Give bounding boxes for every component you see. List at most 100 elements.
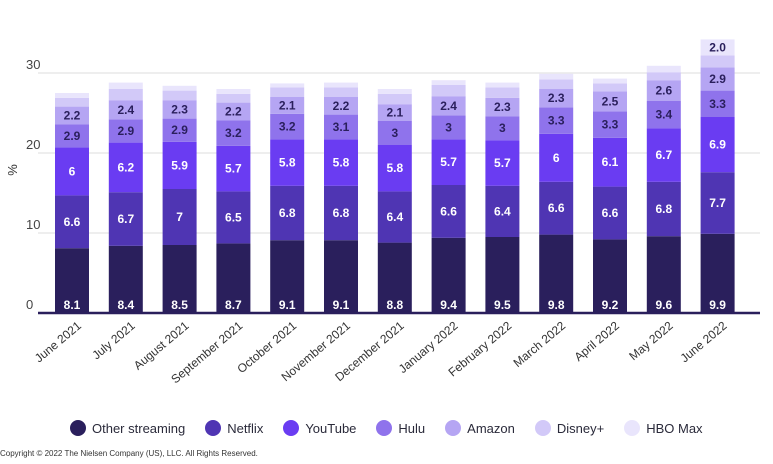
- bar-segment: [485, 237, 520, 313]
- legend-swatch: [70, 420, 86, 436]
- x-tick-label: April 2022: [572, 318, 623, 364]
- bar-segment: [593, 137, 627, 187]
- bar-segment: [108, 82, 143, 89]
- bar-segment: [324, 114, 358, 140]
- bar-segment: [700, 55, 735, 68]
- data-label: 2.2: [64, 108, 81, 122]
- x-tick-label: March 2022: [511, 318, 569, 370]
- bar-segment: [700, 117, 735, 173]
- data-label: 9.5: [494, 298, 511, 312]
- data-label: 6.8: [333, 206, 350, 220]
- data-label: 6: [69, 164, 76, 178]
- bar-segment: [485, 82, 520, 88]
- y-axis: % 0 10 20 30: [5, 57, 40, 312]
- bar-segment: [216, 145, 251, 192]
- data-label: 5.9: [171, 158, 188, 172]
- data-label: 6.6: [548, 201, 565, 215]
- data-label: 6.2: [117, 160, 134, 174]
- bar-stack: 9.5 6.4 5.7 3 2.3: [485, 82, 520, 313]
- data-label: 2.2: [333, 99, 350, 113]
- bar-segment: [162, 189, 197, 245]
- legend: Other streaming Netflix YouTube Hulu Amazon D…: [70, 420, 770, 436]
- bar-stack: 8.5 7 5.9 2.9 2.3: [162, 85, 197, 313]
- legend-swatch: [376, 420, 393, 436]
- bar-segment: [539, 234, 574, 313]
- bars: 8.1 6.6 6 2.9 2.2 8.4 6.7 6.2 2.9 2.4 8.5 7 5.9 2.9 2.…: [55, 39, 735, 313]
- bar-segment: [162, 118, 197, 142]
- data-label: 6.6: [440, 204, 457, 218]
- data-label: 3: [499, 121, 506, 135]
- data-label: 3.3: [602, 118, 619, 132]
- data-label: 2.9: [171, 123, 188, 137]
- bar-segment: [377, 191, 412, 243]
- bar-segment: [485, 97, 520, 117]
- bar-segment: [162, 141, 197, 189]
- data-label: 9.8: [548, 298, 565, 312]
- bar-segment: [108, 100, 143, 120]
- bar-segment: [431, 80, 466, 85]
- data-label: 3.1: [333, 120, 350, 134]
- data-label: 2.5: [602, 94, 619, 108]
- bar-segment: [324, 82, 358, 88]
- legend-swatch: [283, 420, 300, 436]
- bar-segment: [216, 243, 251, 313]
- bar-segment: [539, 107, 574, 134]
- bar-segment: [700, 233, 735, 313]
- bar-segment: [270, 240, 305, 313]
- bar-segment: [485, 140, 520, 186]
- copyright-text: Copyright © 2022 The Nielsen Company (US…: [0, 449, 258, 458]
- bar-segment: [646, 181, 681, 237]
- bar-segment: [646, 128, 681, 182]
- bar-segment: [700, 90, 735, 117]
- x-tick-label: May 2022: [626, 318, 676, 363]
- data-label: 3: [391, 126, 398, 140]
- data-label: 6.4: [386, 210, 403, 224]
- bar-segment: [162, 85, 197, 91]
- bar-segment: [55, 93, 89, 98]
- bar-stack: 9.4 6.6 5.7 3 2.4: [431, 80, 466, 313]
- bar-segment: [593, 186, 627, 240]
- data-label: 6.6: [602, 206, 619, 220]
- bar-segment: [162, 90, 197, 101]
- legend-label: HBO Max: [646, 420, 703, 436]
- bar-segment: [108, 89, 143, 101]
- bar-segment: [700, 172, 735, 234]
- bar-stack: 9.9 7.7 6.9 3.3 2.9 2.0: [700, 39, 735, 313]
- bar-segment: [593, 78, 627, 84]
- bar-segment: [324, 139, 358, 186]
- bar-segment: [539, 79, 574, 89]
- legend-item: Disney+: [534, 420, 604, 436]
- bar-segment: [431, 237, 466, 313]
- data-label: 6.4: [494, 204, 511, 218]
- bar-segment: [431, 85, 466, 97]
- bar-segment: [270, 139, 305, 186]
- data-label: 8.7: [225, 298, 242, 312]
- data-label: 2.1: [386, 106, 403, 120]
- data-label: 6.7: [117, 212, 134, 226]
- bar-segment: [55, 124, 89, 148]
- data-label: 5.7: [440, 155, 457, 169]
- data-label: 8.8: [386, 298, 403, 312]
- data-label: 2.9: [117, 124, 134, 138]
- bar-segment: [646, 236, 681, 313]
- y-tick-label: 0: [26, 297, 33, 312]
- data-label: 2.2: [225, 104, 242, 118]
- legend-item: Hulu: [376, 420, 425, 436]
- data-label: 6.9: [709, 138, 726, 152]
- data-label: 5.7: [225, 162, 242, 176]
- data-label: 2.4: [117, 103, 134, 117]
- data-label: 2.6: [655, 84, 672, 98]
- data-label: 6.8: [279, 206, 296, 220]
- data-label: 6: [553, 151, 560, 165]
- bar-stack: 9.6 6.8 6.7 3.4 2.6: [646, 65, 681, 313]
- data-label: 2.9: [709, 72, 726, 86]
- legend-swatch: [445, 420, 462, 436]
- data-label: 8.1: [64, 298, 81, 312]
- bar-segment: [162, 245, 197, 313]
- data-label: 6.6: [64, 215, 81, 229]
- legend-item: YouTube: [283, 420, 356, 436]
- legend-swatch: [534, 420, 551, 436]
- data-label: 2.1: [279, 98, 296, 112]
- legend-item: HBO Max: [624, 420, 703, 436]
- bar-stack: 9.1 6.8 5.8 3.1 2.2: [324, 82, 358, 313]
